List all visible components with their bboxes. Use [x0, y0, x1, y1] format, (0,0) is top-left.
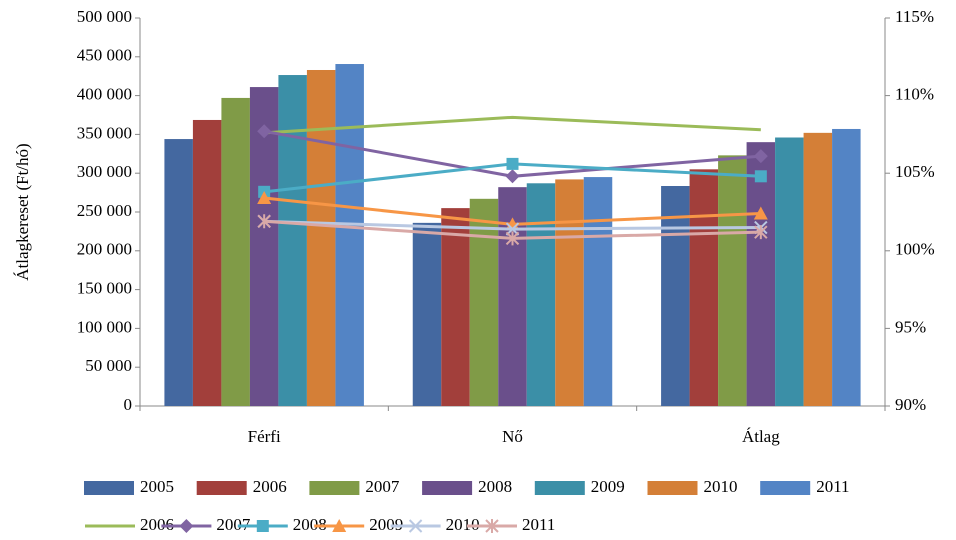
bar	[335, 64, 364, 407]
y2-tick-label: 100%	[895, 240, 935, 259]
line-marker	[754, 170, 767, 183]
line-marker	[505, 231, 520, 246]
y-tick-label: 0	[124, 395, 133, 414]
x-tick-label: Férfi	[248, 427, 281, 446]
bar	[306, 69, 336, 406]
bar	[803, 132, 833, 406]
bar	[412, 222, 442, 406]
legend-marker	[332, 519, 347, 532]
y-axis-label: Átlagkereset (Ft/hó)	[13, 143, 32, 280]
legend-marker	[179, 519, 194, 533]
y-tick-label: 350 000	[77, 123, 132, 142]
legend-swatch	[534, 481, 585, 495]
bar	[164, 139, 193, 406]
bar	[746, 142, 776, 406]
bar	[583, 177, 613, 406]
bar	[278, 75, 307, 406]
legend-marker	[485, 519, 499, 533]
legend-label: 2008	[293, 515, 327, 534]
legend-label: 2007	[216, 515, 251, 534]
line-marker	[506, 157, 519, 170]
y-tick-label: 50 000	[85, 356, 132, 375]
line-marker	[505, 217, 520, 231]
x-tick-label: Nő	[502, 427, 523, 446]
y-tick-label: 100 000	[77, 317, 132, 336]
y-tick-label: 300 000	[77, 162, 132, 181]
y-tick-label: 500 000	[77, 7, 132, 26]
legend-marker	[256, 520, 269, 532]
legend-label: 2006	[253, 477, 287, 496]
legend-label: 2005	[140, 477, 174, 496]
y-tick-label: 200 000	[77, 240, 132, 259]
line-marker	[505, 169, 520, 184]
legend-swatch	[309, 481, 360, 495]
line-marker	[753, 149, 768, 164]
line-marker	[754, 225, 768, 240]
legend-swatch	[196, 481, 247, 495]
y-tick-label: 450 000	[77, 46, 132, 65]
y-tick-label: 400 000	[77, 85, 132, 104]
line-marker	[753, 206, 768, 220]
bar	[221, 97, 250, 406]
bar	[555, 179, 584, 406]
bar	[526, 183, 556, 406]
legend-label: 2007	[365, 477, 400, 496]
bar	[249, 87, 279, 407]
legend-swatch	[647, 481, 698, 495]
legend-label: 2011	[522, 515, 555, 534]
y2-tick-label: 110%	[895, 85, 934, 104]
bar	[192, 119, 222, 406]
legend-marker	[408, 519, 423, 533]
legend-swatch	[422, 481, 473, 495]
line-marker	[257, 214, 271, 229]
legend-label: 2008	[478, 477, 512, 496]
line-marker	[257, 191, 272, 205]
legend-label: 2006	[140, 515, 174, 534]
y2-tick-label: 90%	[895, 395, 926, 414]
bar	[689, 169, 719, 406]
bar	[469, 198, 499, 406]
y2-tick-label: 115%	[895, 7, 934, 26]
line-marker	[257, 124, 272, 139]
bar	[441, 208, 470, 406]
legend-swatch	[760, 481, 811, 495]
bar	[832, 128, 861, 406]
y2-tick-label: 95%	[895, 317, 926, 336]
bar	[661, 186, 690, 406]
y2-tick-label: 105%	[895, 162, 935, 181]
legend-label: 2010	[704, 477, 738, 496]
line	[264, 115, 761, 135]
legend-label: 2010	[446, 515, 480, 534]
legend-label: 2011	[816, 477, 849, 496]
legend-swatch	[84, 481, 134, 495]
legend-label: 2009	[591, 477, 625, 496]
x-tick-label: Átlag	[742, 427, 780, 446]
legend-label: 2009	[369, 515, 403, 534]
y-tick-label: 250 000	[77, 201, 132, 220]
y-tick-label: 150 000	[77, 279, 132, 298]
bar	[718, 155, 747, 406]
bar	[775, 137, 804, 406]
